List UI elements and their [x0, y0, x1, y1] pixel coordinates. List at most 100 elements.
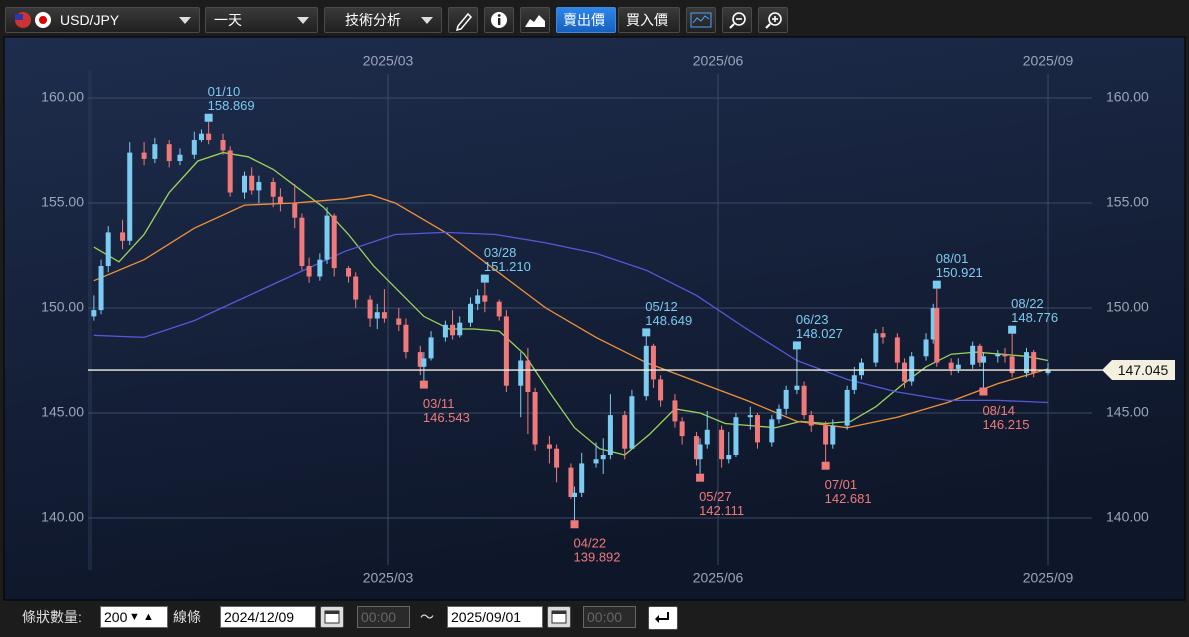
y-tick-label: 140.00 — [41, 509, 84, 525]
pencil-icon — [455, 12, 473, 32]
annotation-date: 08/01 — [936, 251, 969, 266]
x-tick-label-bottom: 2025/09 — [1023, 570, 1074, 586]
y-tick-label-right: 155.00 — [1106, 194, 1149, 210]
start-date-input[interactable]: 2024/12/09 — [220, 606, 316, 628]
apply-button[interactable] — [648, 606, 678, 630]
zoom-out-icon — [729, 12, 746, 29]
bar-count-select[interactable]: 200 ▼ ▲ — [100, 606, 168, 628]
annotation-value: 151.210 — [484, 259, 531, 274]
candle-body — [428, 337, 434, 359]
candle-body — [554, 448, 560, 468]
candle-body — [525, 360, 531, 392]
buy-button[interactable]: 買入價 — [618, 7, 680, 33]
candle-body — [346, 268, 352, 277]
info-button[interactable] — [484, 7, 514, 33]
annotation-marker — [821, 461, 830, 470]
candle-body — [679, 421, 685, 437]
symbol-select[interactable]: USD/JPY — [5, 7, 200, 33]
candle-body — [227, 150, 233, 193]
candle-body — [1002, 354, 1008, 357]
candle-body — [374, 312, 380, 319]
candle-body — [91, 310, 97, 317]
candle-body — [808, 415, 814, 426]
annotation-value: 146.215 — [982, 417, 1029, 432]
candle-body — [769, 419, 775, 443]
candle-body — [851, 375, 857, 390]
annotation-value: 142.681 — [825, 491, 872, 506]
candle-body — [1045, 370, 1051, 374]
candle-body — [934, 308, 940, 363]
candle-body — [198, 133, 204, 140]
x-tick-label-bottom: 2025/03 — [363, 570, 414, 586]
draw-button[interactable] — [448, 7, 478, 33]
sell-button[interactable]: 賣出價 — [556, 7, 616, 33]
candle-body — [726, 455, 732, 460]
candle-body — [977, 345, 983, 363]
annotation-marker — [696, 473, 705, 482]
bar-count-label: 條狀數量: — [22, 609, 82, 625]
candle-body — [317, 259, 323, 277]
annotation-date: 05/27 — [699, 489, 732, 504]
chart-button[interactable] — [686, 7, 716, 33]
period-select[interactable]: 一天 — [205, 7, 318, 33]
x-tick-label-bottom: 2025/06 — [693, 570, 744, 586]
buy-label: 買入價 — [626, 12, 668, 28]
candle-body — [955, 364, 961, 369]
bar-count: 200 — [104, 609, 128, 625]
candle-body — [220, 140, 226, 151]
x-tick-label-top: 2025/06 — [693, 53, 744, 69]
candle-body — [909, 356, 915, 382]
candle-body — [776, 408, 782, 420]
annotation-marker — [1008, 325, 1017, 334]
annotation-date: 08/14 — [982, 403, 1015, 418]
annotation-value: 158.869 — [208, 98, 255, 113]
candle-body — [572, 492, 578, 497]
end-date-input[interactable]: 2025/09/01 — [447, 606, 543, 628]
annotation-date: 04/22 — [574, 536, 607, 551]
annotation-date: 01/10 — [208, 84, 241, 99]
zoom-in-button[interactable] — [758, 7, 788, 33]
candle-body — [324, 215, 330, 260]
annotation-value: 142.111 — [699, 503, 744, 518]
candle-body — [995, 354, 1001, 357]
candle-body — [579, 463, 585, 493]
zoom-out-button[interactable] — [722, 7, 752, 33]
candle-body — [607, 415, 613, 455]
y-tick-label-right: 145.00 — [1106, 404, 1149, 420]
analysis-select[interactable]: 技術分析 — [324, 7, 442, 33]
candle-body — [475, 295, 481, 304]
candle-body — [1023, 352, 1029, 374]
candle-body — [672, 400, 678, 422]
end-time-input[interactable]: 00:00 — [583, 606, 636, 628]
end-calendar[interactable] — [547, 606, 571, 628]
start-calendar[interactable] — [320, 606, 344, 628]
moving-average-line — [93, 151, 1049, 456]
last-price-label: 147.045 — [1118, 362, 1169, 378]
candle-body — [593, 459, 599, 464]
area-button[interactable] — [520, 7, 550, 33]
candle-body — [206, 133, 212, 140]
candle-body — [166, 144, 172, 161]
candle-body — [353, 276, 359, 300]
candle-body — [693, 436, 699, 460]
chart-background — [3, 36, 1186, 601]
candle-body — [457, 322, 463, 336]
y-tick-label-right: 150.00 — [1106, 299, 1149, 315]
range-separator: ～ — [420, 609, 434, 625]
candle-body — [306, 266, 312, 277]
annotation-date: 05/12 — [645, 299, 678, 314]
annotation-marker — [932, 280, 941, 289]
annotation-date: 03/28 — [484, 245, 517, 260]
candle-body — [442, 324, 448, 338]
candle-body — [546, 444, 552, 449]
candle-body — [704, 429, 710, 445]
candle-body — [733, 417, 739, 455]
candle-body — [1009, 356, 1015, 374]
candle-body — [242, 175, 248, 193]
candle-body — [719, 429, 725, 460]
calendar-icon — [324, 610, 340, 624]
candle-body — [292, 203, 298, 218]
last-price-tag — [1102, 360, 1175, 381]
start-time-input[interactable]: 00:00 — [357, 606, 410, 628]
